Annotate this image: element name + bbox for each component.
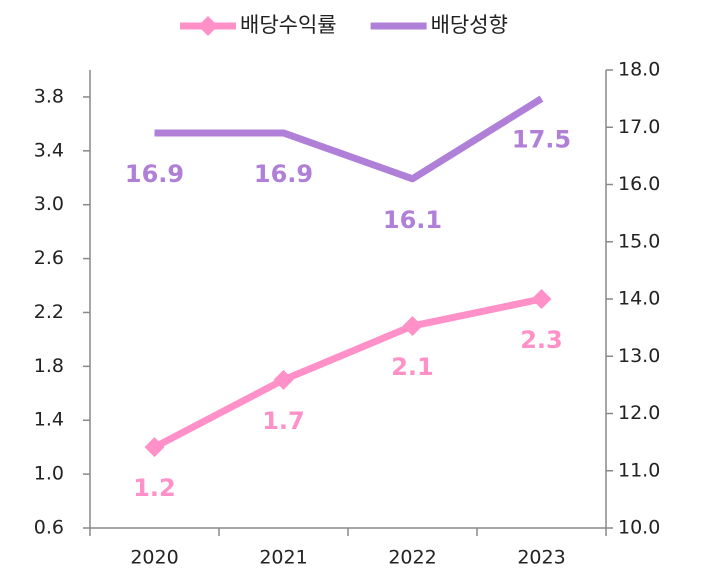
y-tick-label: 2.2: [34, 301, 64, 323]
legend-marker: [198, 16, 218, 36]
y-tick-label: 3.0: [34, 193, 64, 215]
data-label: 16.9: [125, 160, 184, 188]
y2-tick-label: 14.0: [618, 288, 660, 310]
line: [154, 95, 544, 183]
x-tick-label: 2021: [259, 547, 307, 569]
y2-tick-label: 17.0: [618, 116, 660, 138]
data-label: 1.7: [262, 407, 305, 435]
data-label: 17.5: [512, 126, 571, 154]
y2-tick-label: 12.0: [618, 402, 660, 424]
data-label: 1.2: [133, 474, 176, 502]
y-tick-label: 1.0: [34, 463, 64, 485]
y2-tick-label: 15.0: [618, 230, 660, 252]
marker: [531, 289, 552, 309]
data-label: 16.9: [254, 160, 313, 188]
y2-tick-label: 13.0: [618, 345, 660, 367]
y2-tick-label: 18.0: [618, 59, 660, 81]
marker: [402, 315, 423, 336]
x-tick-label: 2023: [517, 547, 565, 569]
y-tick-label: 0.6: [34, 517, 64, 539]
x-tick-label: 2022: [388, 547, 436, 569]
y2-tick-label: 10.0: [618, 517, 660, 539]
data-label: 2.1: [391, 353, 434, 381]
marker: [144, 437, 165, 458]
y-tick-label: 2.6: [34, 247, 64, 269]
legend-label: 배당성향: [431, 13, 508, 37]
y2-tick-label: 16.0: [618, 173, 660, 195]
x-tick-label: 2020: [130, 547, 178, 569]
y-tick-label: 3.4: [34, 139, 64, 161]
data-label: 2.3: [520, 326, 563, 354]
y-tick-label: 1.8: [34, 355, 64, 377]
y-tick-label: 1.4: [34, 409, 64, 431]
y2-tick-label: 11.0: [618, 459, 660, 481]
data-label: 16.1: [383, 206, 442, 234]
line: [152, 295, 543, 451]
legend-label: 배당수익률: [240, 13, 337, 37]
marker: [273, 369, 294, 390]
y-tick-label: 3.8: [34, 85, 64, 107]
